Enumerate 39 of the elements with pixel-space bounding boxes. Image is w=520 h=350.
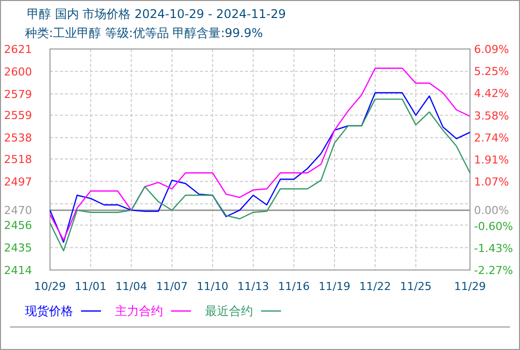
y2-tick-label: 2.74% xyxy=(474,132,509,145)
y2-tick-label: 1.07% xyxy=(474,176,509,189)
y2-tick-label: -1.43% xyxy=(474,242,513,255)
y2-tick-label: 6.09% xyxy=(474,43,509,56)
y2-tick-label: 3.58% xyxy=(474,109,509,122)
y2-tick-label: -0.60% xyxy=(474,220,513,233)
chart-subtitle: 种类:工业甲醇 等级:优等品 甲醇含量:99.9% xyxy=(25,26,263,40)
x-tick-label: 11/07 xyxy=(156,280,188,293)
x-tick-label: 11/01 xyxy=(74,280,106,293)
y2-tick-label: 4.42% xyxy=(474,87,509,100)
y-tick-label: 2456 xyxy=(4,219,32,232)
ref-line-label: 2470 xyxy=(4,204,32,218)
y2-tick-label: 5.25% xyxy=(474,65,509,78)
x-tick-label: 10/29 xyxy=(34,280,66,293)
y2-tick-label: 1.91% xyxy=(474,154,509,166)
y-tick-label: 2621 xyxy=(4,43,32,56)
y-tick-label: 2559 xyxy=(4,109,32,122)
y2-tick-label: 0.00% xyxy=(474,204,509,217)
x-tick-label: 11/25 xyxy=(400,280,432,293)
chart-title: 甲醇 国内 市场价格 2024-10-29 - 2024-11-29 xyxy=(27,7,286,21)
y-tick-label: 2435 xyxy=(4,242,32,255)
x-tick-label: 11/22 xyxy=(359,280,392,293)
y-tick-label: 2538 xyxy=(4,132,32,145)
x-tick-label: 11/19 xyxy=(318,280,350,293)
y-tick-label: 2497 xyxy=(4,175,32,188)
y-tick-label: 2600 xyxy=(4,65,32,78)
line-series xyxy=(49,68,471,241)
y-tick-label: 2579 xyxy=(4,88,32,101)
y-tick-label: 2518 xyxy=(4,152,32,166)
y-tick-label: 2414 xyxy=(4,264,32,277)
x-tick-label: 11/10 xyxy=(196,280,228,293)
legend-label: 现货价格 xyxy=(25,304,73,318)
x-tick-label: 11/13 xyxy=(237,280,270,293)
x-tick-label: 11/29 xyxy=(454,280,486,293)
legend-label: 主力合约 xyxy=(115,304,163,318)
x-tick-label: 11/16 xyxy=(278,280,310,293)
y2-tick-label: -2.27% xyxy=(474,264,513,277)
x-tick-label: 11/04 xyxy=(115,280,148,293)
legend-label: 最近合约 xyxy=(205,304,253,318)
